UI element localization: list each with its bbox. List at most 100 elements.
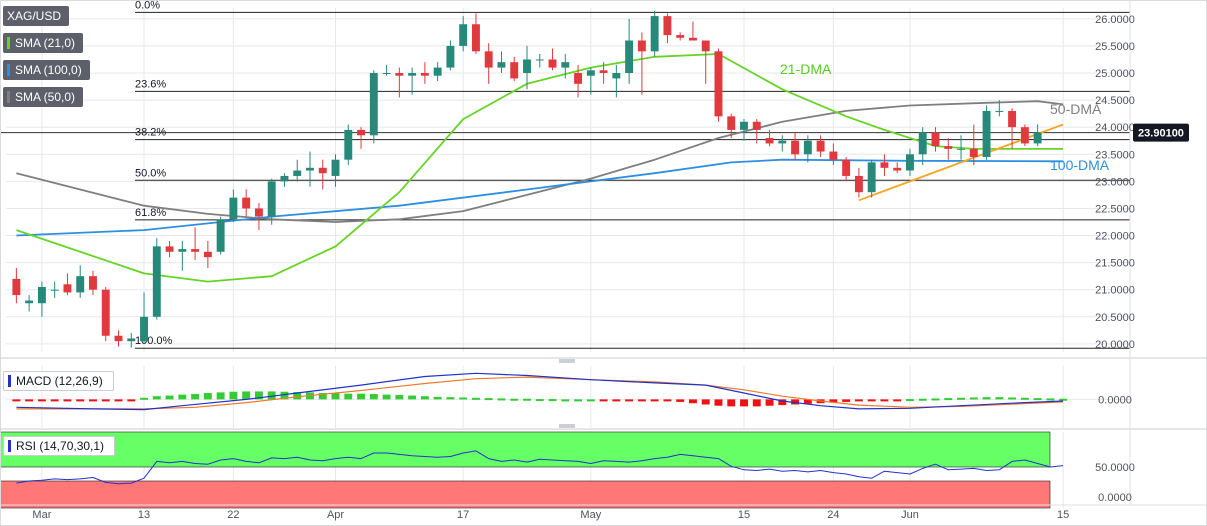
candle-body <box>969 148 978 157</box>
macd-histogram-bar <box>957 397 965 400</box>
candle <box>714 48 723 122</box>
macd-histogram-bar <box>637 399 646 402</box>
macd-histogram-bar <box>880 399 889 402</box>
candle-body <box>433 67 442 76</box>
candle <box>382 64 391 76</box>
macd-histogram-bar <box>688 399 697 404</box>
fib-level-label: 50.0% <box>135 167 166 179</box>
candle-body <box>867 162 876 193</box>
trendline <box>858 123 1064 202</box>
candle-body <box>446 45 455 68</box>
macd-histogram-bar <box>1008 397 1017 400</box>
candle-body <box>893 167 902 171</box>
candle-body <box>854 175 863 193</box>
macd-histogram-bar <box>854 399 863 402</box>
candle <box>957 135 965 160</box>
candle <box>752 119 761 144</box>
candle-body <box>497 62 506 68</box>
candle <box>89 270 97 296</box>
sma100-tag[interactable]: SMA (100,0) <box>3 60 90 80</box>
macd-histogram-bar <box>344 393 353 400</box>
macd-histogram-bar <box>1059 398 1068 401</box>
symbol-label: XAG/USD <box>7 9 62 23</box>
sma50-label: SMA (50,0) <box>15 90 76 104</box>
candle <box>829 143 838 166</box>
candle-body <box>37 286 46 304</box>
macd-histogram-bar <box>969 397 978 400</box>
sma21-tag[interactable]: SMA (21,0) <box>3 33 84 53</box>
macd-histogram-bar <box>625 399 634 402</box>
macd-histogram-bar <box>586 399 595 402</box>
rsi-swatch <box>8 440 11 452</box>
candle-body <box>114 335 123 342</box>
candle <box>191 227 200 260</box>
candle <box>178 240 187 271</box>
candle <box>548 48 557 71</box>
candle-body <box>995 110 1004 112</box>
macd-histogram-bar <box>357 393 366 400</box>
candle-body <box>344 129 353 160</box>
candle-body <box>216 219 225 252</box>
macd-tag[interactable]: MACD (12,26,9) <box>3 371 114 391</box>
candle <box>765 129 774 147</box>
y-tick-label: 20.5000 <box>1095 312 1135 324</box>
macd-y-tick-label: 0.0000 <box>1098 394 1132 406</box>
candle <box>893 162 902 174</box>
sma100-line <box>16 158 1064 237</box>
candle <box>688 21 697 41</box>
rsi-tag[interactable]: RSI (14,70,30,1) <box>3 436 116 456</box>
macd-histogram-bar <box>842 399 851 402</box>
candle-body <box>612 73 621 79</box>
macd-histogram-bar <box>561 399 570 402</box>
macd-histogram-bar <box>1046 398 1055 401</box>
macd-histogram-bar <box>995 397 1004 400</box>
candle <box>880 154 889 176</box>
candle <box>420 62 429 84</box>
candle-body <box>803 140 812 155</box>
candle <box>306 151 314 187</box>
x-tick-label: May <box>580 509 601 521</box>
macd-swatch <box>8 375 11 387</box>
candle-body <box>510 62 519 79</box>
candle <box>357 127 366 149</box>
macd-histogram-bar <box>893 399 902 402</box>
candle <box>778 135 787 152</box>
symbol-tag[interactable]: XAG/USD <box>3 6 70 26</box>
macd-histogram-bar <box>931 398 940 401</box>
candle-body <box>50 289 59 291</box>
macd-histogram-bar <box>127 399 136 402</box>
x-tick-label: 17 <box>457 509 469 521</box>
candle <box>37 281 46 317</box>
candle <box>612 64 621 98</box>
macd-histogram-bar <box>676 399 685 402</box>
macd-histogram-bar <box>752 399 761 407</box>
candle-body <box>101 289 110 336</box>
candle <box>497 51 506 74</box>
candle <box>650 10 659 57</box>
candle-body <box>471 24 480 52</box>
candle-body <box>880 162 889 168</box>
sma50-line <box>16 100 1064 223</box>
macd-histogram-bar <box>114 399 123 402</box>
candle <box>344 124 353 166</box>
x-tick-label: 24 <box>827 509 839 521</box>
macd-histogram-bar <box>650 399 659 402</box>
candle-body <box>203 251 212 258</box>
candle-body <box>140 316 148 342</box>
macd-histogram-bar <box>523 398 531 401</box>
candle <box>931 127 940 152</box>
y-tick-label: 24.5000 <box>1095 95 1135 107</box>
sma21-annotation: 21-DMA <box>780 61 832 77</box>
fib-level-label: 0.0% <box>135 0 160 11</box>
sma50-tag[interactable]: SMA (50,0) <box>3 87 84 107</box>
candle <box>76 265 85 298</box>
macd-histogram-bar <box>727 399 736 407</box>
candle <box>676 32 685 41</box>
sma100-annotation: 100-DMA <box>1050 157 1110 173</box>
candle <box>152 238 161 320</box>
candle-body <box>906 154 914 171</box>
macd-histogram-bar <box>612 399 621 402</box>
candle-body <box>395 73 404 76</box>
candle-body <box>829 151 838 160</box>
macd-histogram-bar <box>165 395 174 400</box>
